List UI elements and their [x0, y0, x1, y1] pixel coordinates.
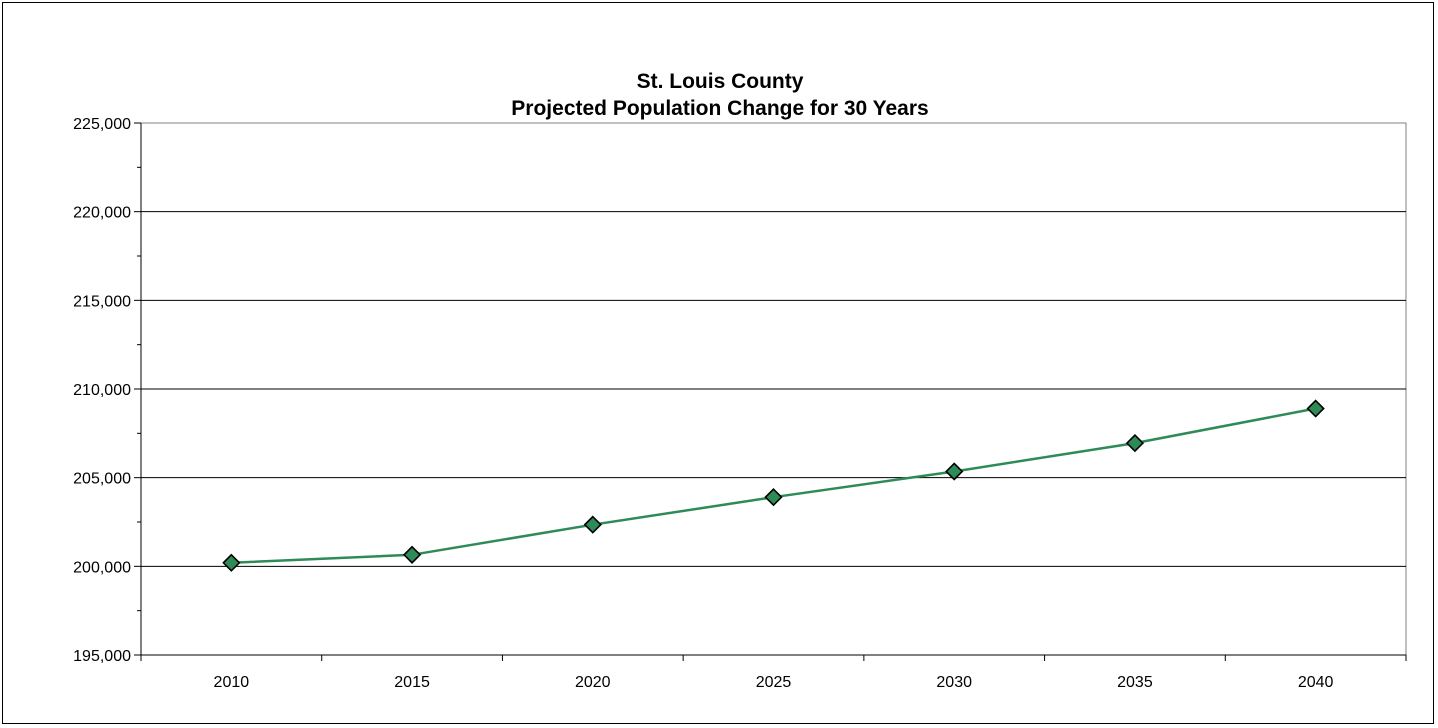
series-layer [222, 399, 1325, 572]
axes [134, 122, 1407, 661]
data-point [1125, 433, 1145, 453]
chart-subtitle: Projected Population Change for 30 Years [511, 97, 928, 120]
x-tick-label: 2040 [1298, 674, 1334, 691]
y-tick-label: 220,000 [73, 205, 131, 222]
y-axis-tick-labels: 195,000 200,000 205,000 210,000 215,000 220,0… [73, 116, 131, 665]
x-tick-label: 2025 [756, 674, 792, 691]
line-chart: St. Louis County Projected Population Ch… [73, 70, 1407, 691]
chart-title: St. Louis County [637, 70, 804, 93]
y-tick-label: 205,000 [73, 471, 131, 488]
x-tick-label: 2035 [1117, 674, 1153, 691]
y-tick-label: 210,000 [73, 382, 131, 399]
data-point [222, 553, 241, 572]
gridlines [141, 211, 1406, 567]
x-tick-label: 2015 [394, 674, 430, 691]
data-point [764, 488, 783, 507]
x-tick-label: 2030 [936, 674, 972, 691]
data-point [583, 515, 602, 534]
x-tick-label: 2010 [214, 674, 250, 691]
x-axis-tick-labels: 2010 2015 2020 2025 2030 2035 2040 [214, 674, 1334, 691]
y-tick-label: 195,000 [73, 648, 131, 665]
data-point [945, 462, 964, 481]
data-point [402, 545, 422, 564]
x-tick-label: 2020 [575, 674, 611, 691]
y-tick-label: 200,000 [73, 559, 131, 576]
y-tick-label: 225,000 [73, 116, 131, 133]
y-tick-label: 215,000 [73, 293, 131, 310]
data-point [1306, 399, 1325, 418]
